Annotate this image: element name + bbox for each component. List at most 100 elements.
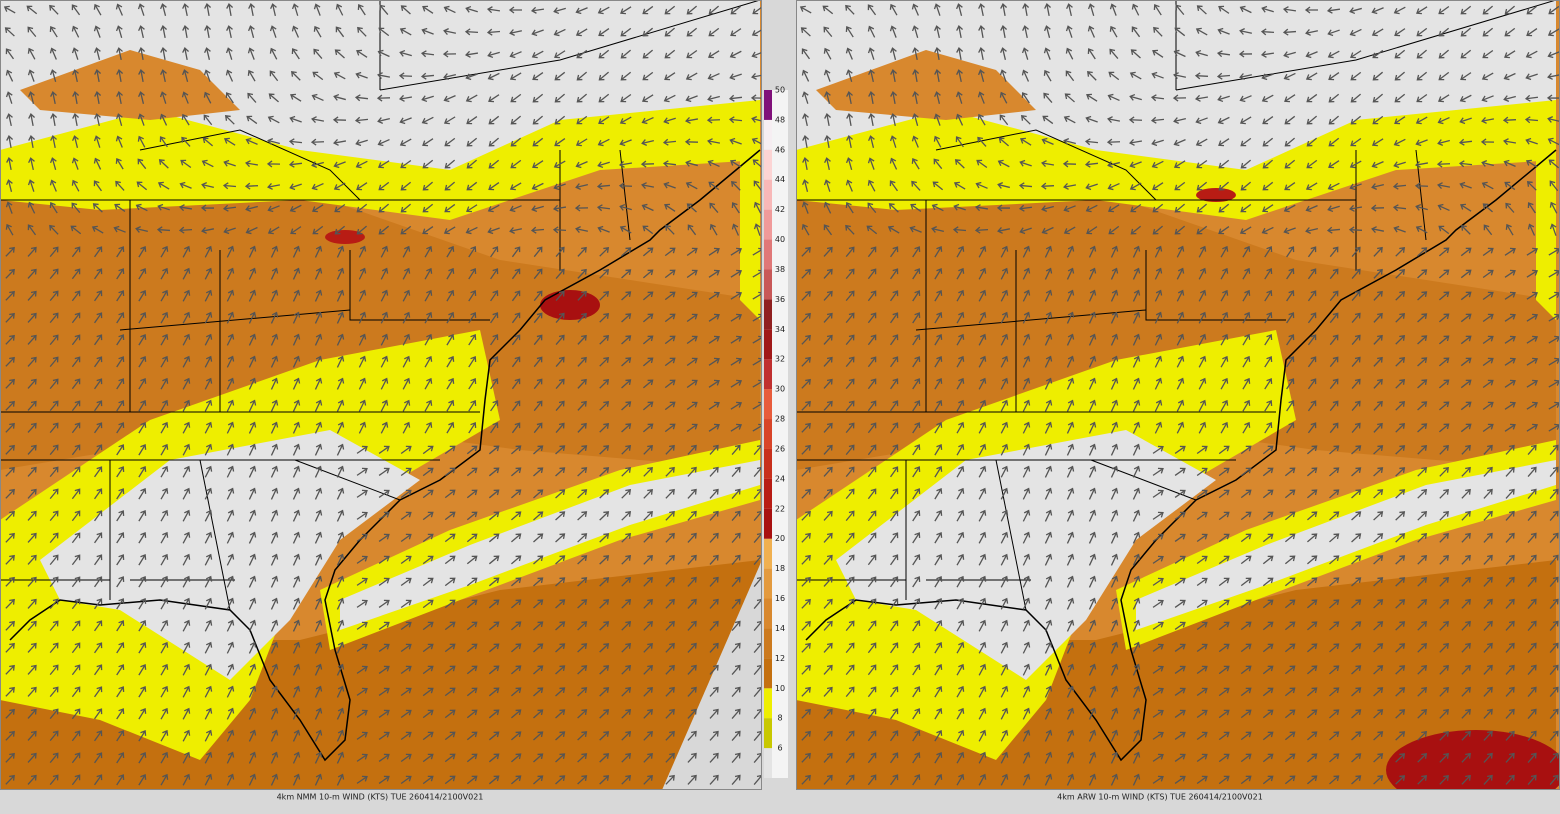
wind-arrow [1264, 290, 1273, 302]
wind-arrow [5, 532, 15, 543]
wind-arrow [709, 223, 718, 236]
wind-arrow [138, 465, 147, 478]
wind-arrow [511, 400, 521, 412]
wind-arrow [468, 246, 477, 258]
wind-arrow [642, 335, 654, 345]
wind-arrow [1044, 685, 1053, 698]
wind-arrow [956, 267, 965, 280]
wind-arrow [204, 25, 212, 39]
wind-arrow [5, 620, 15, 631]
boundary [1145, 250, 1286, 321]
wind-arrow [248, 399, 257, 412]
wind-arrow [642, 313, 654, 323]
wind-arrow [1373, 290, 1383, 301]
wind-arrow [1110, 267, 1119, 280]
wind-arrow [468, 290, 477, 302]
wind-arrow [1351, 731, 1362, 741]
colorbar-label: 24 [775, 474, 785, 483]
wind-arrow [1417, 555, 1428, 565]
wind-arrow [204, 619, 213, 632]
wind-arrow [1088, 751, 1097, 764]
wind-arrow [138, 773, 147, 786]
wind-arrow [91, 225, 104, 234]
wind-arrow [1240, 203, 1252, 213]
wind-arrow [422, 599, 434, 609]
wind-arrow [270, 333, 279, 346]
wind-arrow [956, 773, 965, 786]
wind-arrow [889, 180, 898, 192]
wind-arrow [490, 356, 499, 368]
wind-arrow [1439, 642, 1449, 653]
wind-arrow [1505, 642, 1515, 653]
wind-arrow [1022, 531, 1031, 544]
wind-arrow [1198, 245, 1207, 258]
wind-arrow [204, 311, 213, 324]
wind-arrow [845, 378, 855, 390]
wind-arrow [270, 289, 279, 302]
wind-arrow [1066, 377, 1075, 390]
wind-arrow [978, 729, 987, 742]
wind-arrow [1307, 445, 1318, 455]
wind-arrow [267, 226, 280, 235]
wind-arrow [1262, 555, 1274, 565]
wind-arrow [1417, 247, 1428, 257]
wind-arrow [599, 665, 610, 675]
wind-arrow [599, 335, 610, 345]
wind-arrow [555, 577, 566, 587]
wind-arrow [934, 25, 941, 38]
wind-arrow [533, 753, 544, 763]
wind-arrow [93, 3, 102, 16]
wind-arrow [1329, 467, 1340, 477]
wind-arrow [314, 663, 323, 676]
wind-arrow [204, 355, 213, 368]
wind-arrow [511, 775, 522, 785]
wind-arrow [1242, 311, 1251, 324]
wind-arrow [204, 333, 213, 346]
wind-arrow [1482, 423, 1494, 433]
wind-arrow [182, 465, 191, 478]
wind-arrow [422, 445, 434, 455]
field [1196, 188, 1236, 202]
wind-arrow [356, 643, 368, 652]
wind-arrow [665, 224, 675, 235]
wind-arrow [511, 709, 522, 719]
wind-arrow [490, 400, 499, 412]
wind-arrow [868, 135, 875, 148]
wind-arrow [1239, 73, 1252, 80]
wind-arrow [336, 751, 345, 764]
wind-arrow [599, 357, 610, 367]
wind-arrow [1174, 775, 1186, 784]
wind-arrow [270, 245, 279, 258]
wind-arrow [555, 753, 566, 763]
wind-arrow [356, 775, 368, 784]
wind-arrow [356, 489, 368, 498]
wind-arrow [1286, 334, 1295, 346]
wind-arrow [1021, 92, 1030, 104]
wind-arrow [402, 245, 411, 258]
wind-arrow [1459, 117, 1472, 125]
wind-arrow [1349, 28, 1362, 37]
wind-arrow [5, 422, 15, 433]
wind-arrow [336, 707, 345, 720]
wind-arrow [94, 620, 103, 632]
wind-arrow [731, 664, 741, 675]
wind-arrow [1022, 751, 1031, 764]
wind-arrow [1088, 729, 1097, 742]
wind-arrow [1176, 267, 1185, 280]
wind-arrow [1261, 73, 1274, 81]
wind-arrow [1504, 181, 1516, 191]
wind-arrow [753, 180, 762, 192]
wind-arrow [845, 179, 853, 192]
wind-arrow [380, 377, 389, 390]
wind-arrow [1351, 378, 1361, 389]
wind-arrow [1066, 619, 1075, 632]
wind-arrow [802, 135, 810, 149]
wind-arrow [1546, 94, 1560, 102]
wind-arrow [27, 444, 37, 455]
wind-arrow [1152, 445, 1164, 454]
wind-arrow [911, 3, 919, 16]
wind-arrow [934, 619, 943, 632]
wind-arrow [1110, 707, 1119, 720]
wind-arrow [248, 531, 257, 544]
